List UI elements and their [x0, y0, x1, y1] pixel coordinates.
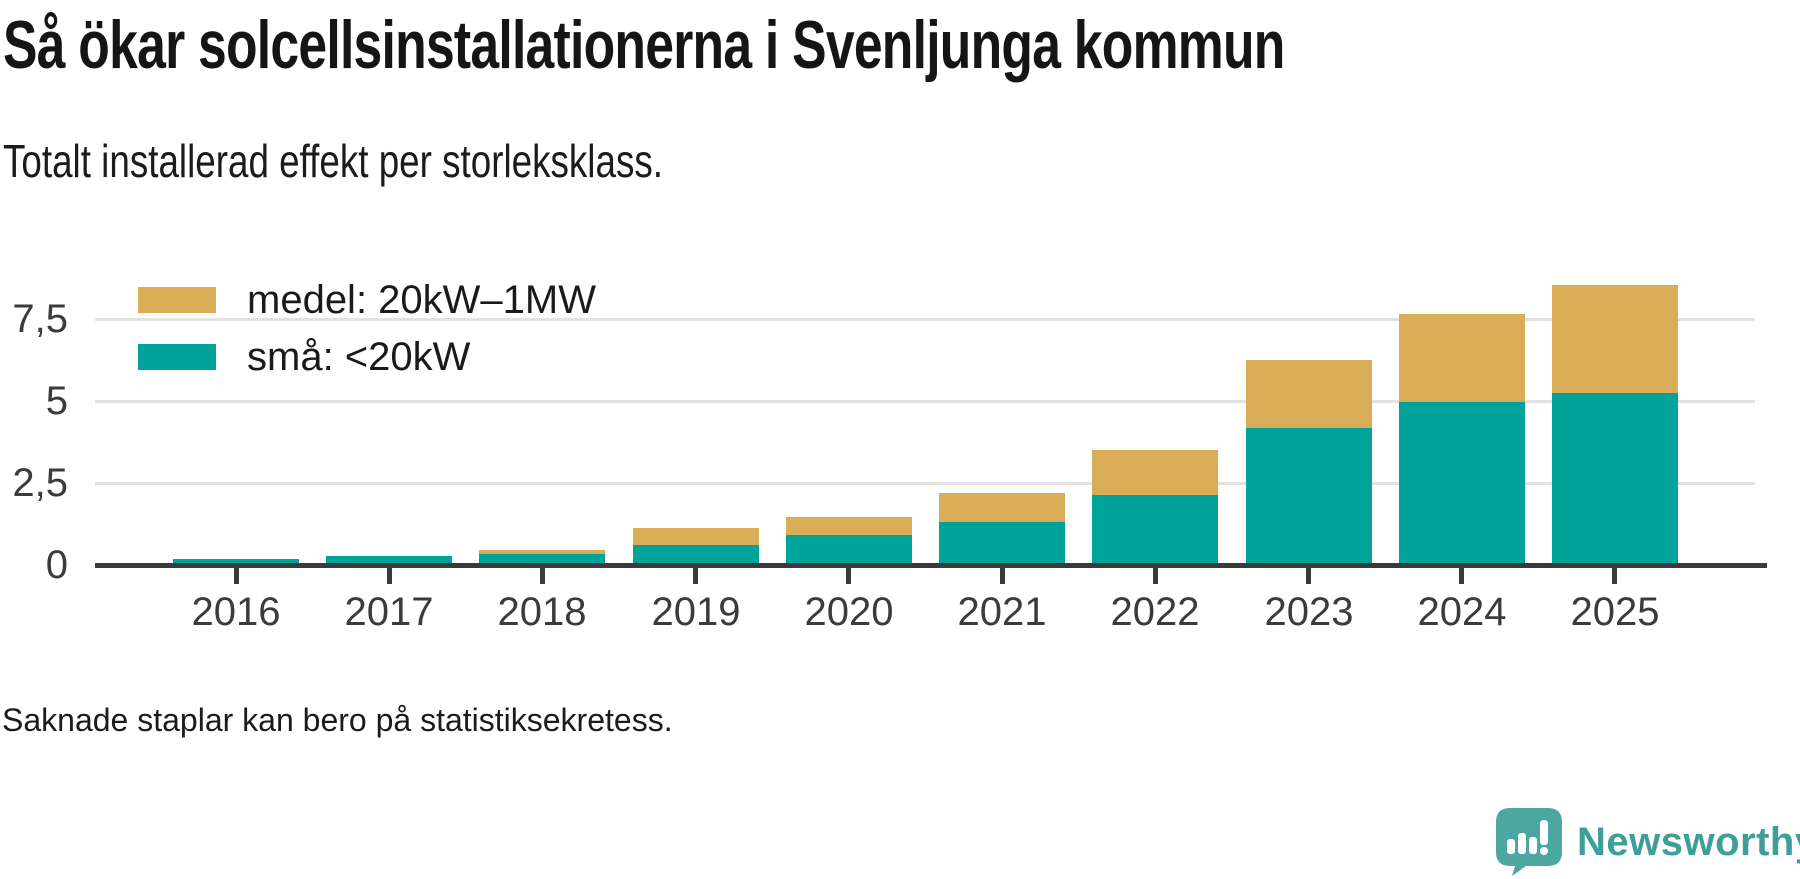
x-tick-2022	[1153, 568, 1158, 584]
bar-2018-medel	[479, 550, 605, 554]
x-tick-2023	[1306, 568, 1311, 584]
x-tick-label-2024: 2024	[1417, 590, 1507, 634]
gridline-7,5	[95, 318, 1755, 321]
x-tick-2016	[234, 568, 239, 584]
x-tick-label-2023: 2023	[1264, 590, 1354, 634]
bar-2019-medel	[633, 528, 759, 545]
legend-label-medel: medel: 20kW–1MW	[247, 277, 596, 322]
x-tick-2021	[1000, 568, 1005, 584]
legend-swatch-medel	[138, 287, 216, 313]
x-tick-label-2017: 2017	[344, 590, 434, 634]
x-tick-2020	[846, 568, 851, 584]
newsworthy-logo: Newsworthy	[1495, 807, 1800, 877]
gridline-2,5	[95, 482, 1755, 485]
newsworthy-wordmark: Newsworthy	[1577, 819, 1800, 864]
x-tick-2025	[1612, 568, 1617, 584]
x-tick-2017	[387, 568, 392, 584]
y-tick-label-0: 0	[45, 543, 68, 587]
bar-2016-sma	[173, 559, 299, 565]
bar-2021-sma	[939, 522, 1065, 565]
chart-footnote: Saknade staplar kan bero på statistiksek…	[2, 702, 673, 738]
x-tick-label-2016: 2016	[191, 590, 281, 634]
bar-2020-sma	[786, 535, 912, 565]
x-tick-2019	[693, 568, 698, 584]
chart-title: Så ökar solcellsinstallationerna i Svenl…	[3, 7, 1285, 83]
x-tick-2018	[540, 568, 545, 584]
x-tick-label-2020: 2020	[804, 590, 894, 634]
bar-2022-medel	[1092, 450, 1218, 495]
bar-2023-medel	[1246, 360, 1372, 428]
legend-label-sma: små: <20kW	[247, 334, 471, 379]
x-tick-label-2019: 2019	[651, 590, 741, 634]
bar-2025-sma	[1552, 393, 1678, 565]
x-tick-label-2018: 2018	[497, 590, 587, 634]
bar-2023-sma	[1246, 428, 1372, 565]
logo-exclamation-bar	[1540, 820, 1548, 845]
bar-2020-medel	[786, 517, 912, 535]
x-tick-label-2025: 2025	[1570, 590, 1660, 634]
bar-2025-medel	[1552, 285, 1678, 393]
bar-2019-sma	[633, 545, 759, 565]
bar-2024-sma	[1399, 402, 1525, 565]
bar-2021-medel	[939, 493, 1065, 522]
legend-item-sma: små: <20kW	[138, 335, 470, 379]
gridline-5	[95, 400, 1755, 403]
chart-subtitle: Totalt installerad effekt per storlekskl…	[3, 135, 663, 187]
logo-bar-1	[1507, 839, 1515, 854]
x-tick-label-2021: 2021	[957, 590, 1047, 634]
logo-bar-2	[1518, 833, 1526, 854]
x-tick-label-2022: 2022	[1110, 590, 1200, 634]
x-tick-2024	[1459, 568, 1464, 584]
bar-2024-medel	[1399, 314, 1525, 402]
logo-bar-3	[1529, 837, 1537, 854]
bar-2018-sma	[479, 554, 605, 565]
newsworthy-speech-bubble-icon	[1496, 808, 1562, 876]
legend-swatch-sma	[138, 344, 216, 370]
y-tick-label-2,5: 2,5	[12, 461, 68, 505]
y-tick-label-7,5: 7,5	[12, 297, 68, 341]
x-axis-line	[95, 563, 1767, 568]
bar-2017-sma	[326, 556, 452, 565]
bar-2022-sma	[1092, 495, 1218, 565]
legend-item-medel: medel: 20kW–1MW	[138, 278, 596, 322]
y-tick-label-5: 5	[45, 379, 68, 423]
logo-exclamation-dot	[1540, 847, 1548, 855]
